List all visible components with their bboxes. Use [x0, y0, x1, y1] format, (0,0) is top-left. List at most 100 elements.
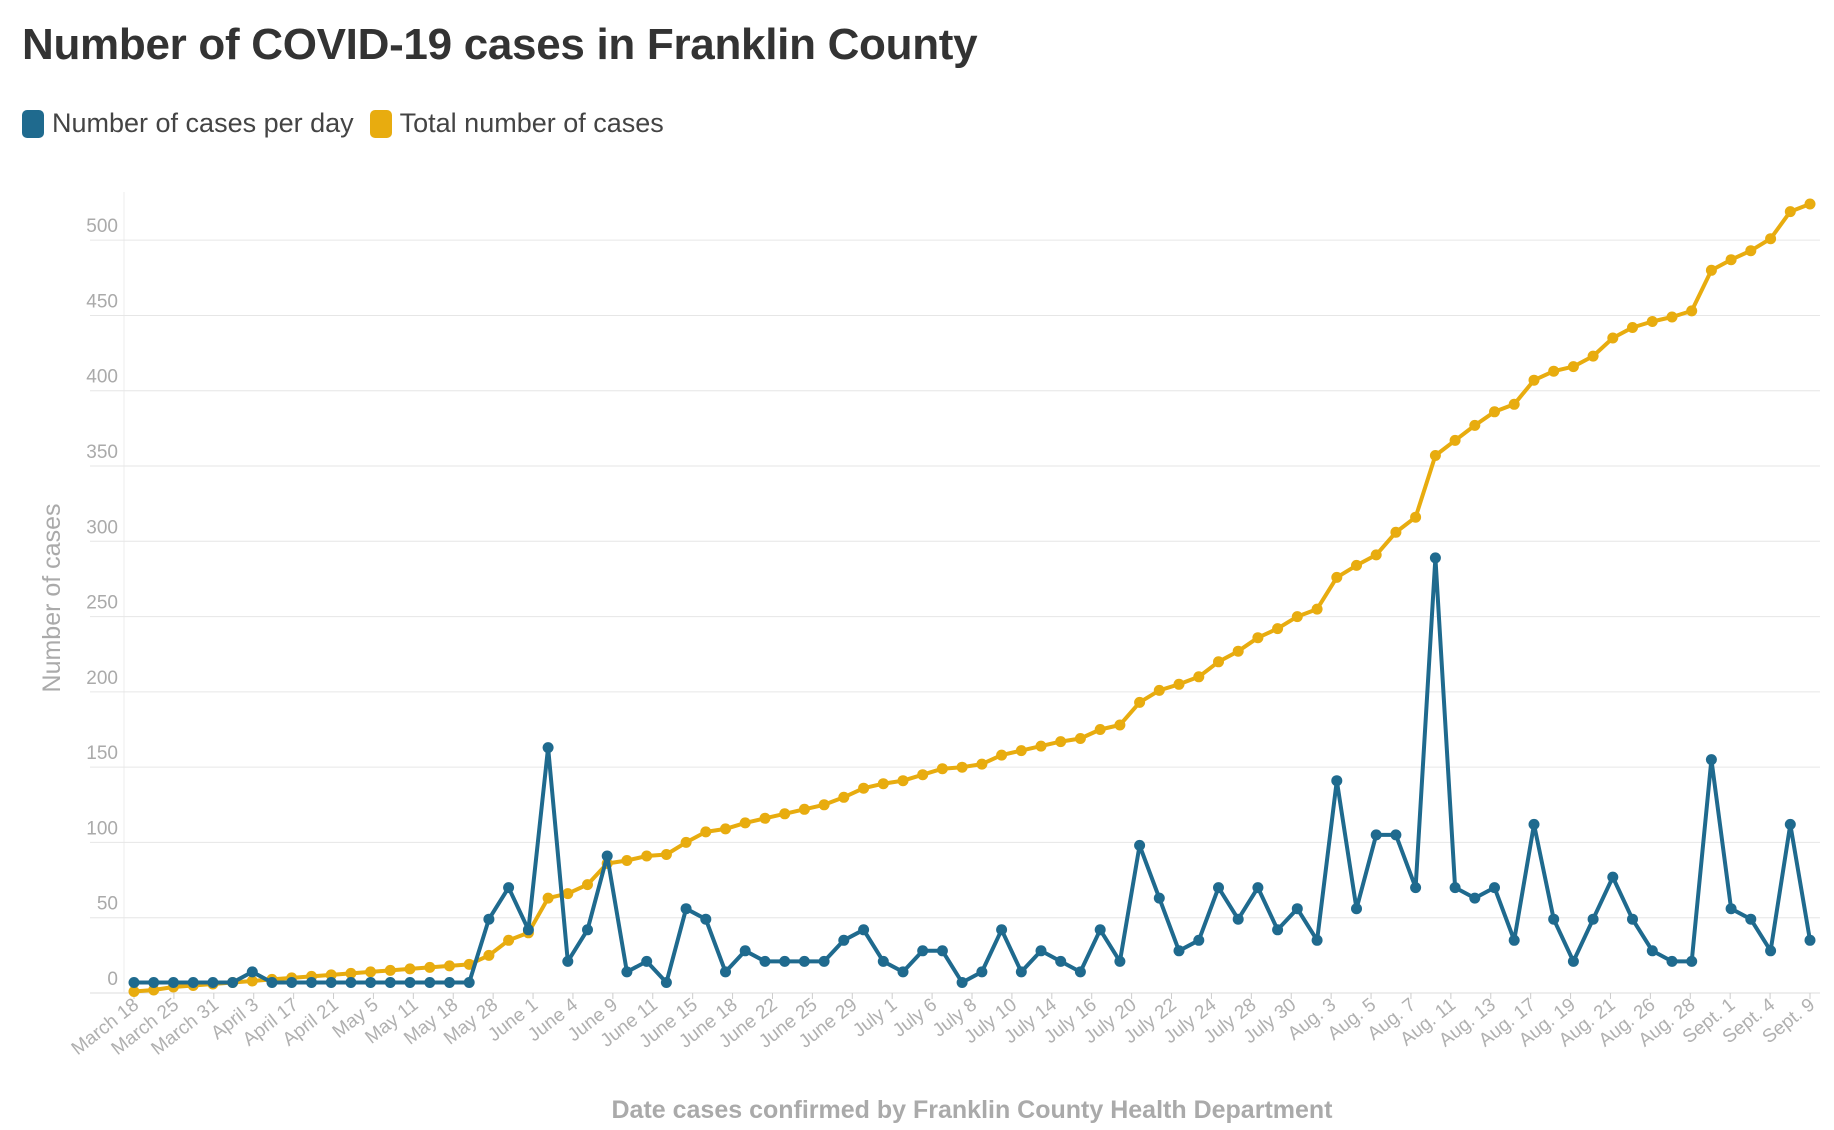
data-point-cases-per-day — [1508, 934, 1520, 946]
data-point-cases-per-day — [483, 913, 495, 925]
data-point-total-cases — [1429, 450, 1441, 461]
data-point-cases-per-day — [1528, 818, 1540, 830]
data-point-total-cases — [1390, 526, 1402, 538]
data-point-cases-per-day — [463, 977, 475, 988]
data-point-total-cases — [1272, 623, 1284, 635]
data-point-total-cases — [345, 967, 357, 979]
data-point-total-cases — [1804, 198, 1816, 210]
data-point-total-cases — [936, 763, 948, 775]
data-point-cases-per-day — [621, 966, 633, 978]
series-number-of-cases-per-day — [128, 552, 1816, 988]
data-point-total-cases — [1587, 350, 1599, 362]
legend-label-cases-per-day: Number of cases per day — [52, 108, 354, 138]
data-point-cases-per-day — [1252, 882, 1264, 894]
y-tick-label: 350 — [86, 442, 118, 463]
data-point-total-cases — [720, 823, 731, 835]
data-point-cases-per-day — [1666, 955, 1678, 967]
data-point-total-cases — [759, 812, 771, 824]
legend-item-cases-per-day[interactable]: Number of cases per day — [22, 108, 354, 139]
chart-title: Number of COVID-19 cases in Franklin Cou… — [22, 20, 978, 69]
data-point-total-cases — [1567, 361, 1579, 373]
data-point-total-cases — [700, 826, 712, 838]
data-point-cases-per-day — [1410, 882, 1422, 894]
data-point-cases-per-day — [365, 977, 377, 988]
gridlines — [90, 192, 1820, 994]
data-point-cases-per-day — [838, 934, 850, 946]
y-tick-label: 0 — [107, 969, 118, 990]
data-point-cases-per-day — [1232, 913, 1244, 925]
data-point-total-cases — [1370, 549, 1382, 561]
data-point-cases-per-day — [739, 945, 751, 957]
data-point-total-cases — [483, 949, 495, 961]
data-point-total-cases — [1784, 206, 1796, 218]
data-point-total-cases — [818, 799, 830, 811]
data-point-cases-per-day — [128, 977, 140, 988]
data-point-total-cases — [956, 761, 968, 773]
y-tick-label: 500 — [86, 216, 118, 237]
data-point-cases-per-day — [325, 977, 337, 988]
data-point-total-cases — [1291, 611, 1303, 623]
data-point-cases-per-day — [1686, 955, 1698, 967]
data-point-cases-per-day — [1015, 966, 1027, 978]
data-point-cases-per-day — [227, 977, 239, 988]
data-point-cases-per-day — [404, 977, 416, 988]
data-point-total-cases — [1508, 398, 1520, 410]
y-tick-label: 450 — [86, 291, 118, 312]
data-point-total-cases — [1252, 632, 1264, 644]
chart-legend: Number of cases per day Total number of … — [22, 108, 680, 139]
data-point-cases-per-day — [306, 977, 317, 988]
data-point-total-cases — [542, 892, 554, 904]
data-point-cases-per-day — [1784, 818, 1796, 830]
data-point-total-cases — [976, 758, 988, 770]
x-tick-label: July 6 — [889, 994, 941, 1041]
data-point-cases-per-day — [582, 924, 593, 936]
data-point-cases-per-day — [1193, 934, 1205, 946]
series-line-total-cases — [133, 202, 1811, 994]
data-point-cases-per-day — [187, 977, 199, 988]
y-tick-label: 50 — [97, 894, 118, 915]
data-point-total-cases — [897, 775, 909, 787]
data-point-total-cases — [1015, 745, 1027, 757]
data-point-cases-per-day — [1725, 903, 1737, 915]
data-point-cases-per-day — [1035, 945, 1047, 957]
data-point-cases-per-day — [286, 977, 298, 988]
data-point-cases-per-day — [1804, 934, 1816, 946]
data-point-total-cases — [1035, 740, 1047, 752]
data-point-cases-per-day — [1646, 945, 1658, 957]
data-point-cases-per-day — [1469, 892, 1481, 904]
data-point-total-cases — [562, 888, 574, 900]
data-point-total-cases — [1489, 406, 1500, 418]
data-point-total-cases — [503, 934, 515, 946]
data-point-total-cases — [917, 769, 929, 781]
data-point-cases-per-day — [1291, 903, 1303, 915]
data-point-total-cases — [1193, 671, 1205, 683]
data-point-cases-per-day — [266, 977, 278, 988]
data-point-cases-per-day — [503, 882, 515, 894]
data-point-cases-per-day — [1745, 913, 1757, 925]
data-point-cases-per-day — [1134, 839, 1146, 851]
data-point-cases-per-day — [1548, 913, 1560, 925]
data-point-total-cases — [246, 975, 258, 987]
data-point-cases-per-day — [956, 977, 968, 988]
data-point-total-cases — [739, 817, 751, 829]
data-point-cases-per-day — [167, 977, 179, 988]
data-point-cases-per-day — [1173, 945, 1185, 957]
legend-label-total-cases: Total number of cases — [399, 108, 664, 138]
data-point-cases-per-day — [680, 903, 692, 915]
legend-item-total-cases[interactable]: Total number of cases — [369, 108, 664, 139]
data-point-total-cases — [1449, 434, 1461, 446]
data-point-cases-per-day — [897, 966, 909, 978]
data-point-cases-per-day — [1705, 754, 1717, 766]
data-point-total-cases — [325, 969, 337, 981]
data-point-total-cases — [582, 879, 593, 891]
data-point-total-cases — [1331, 571, 1343, 583]
data-point-total-cases — [444, 960, 455, 972]
data-point-total-cases — [838, 791, 850, 803]
data-point-cases-per-day — [1331, 775, 1343, 787]
data-point-total-cases — [1055, 736, 1067, 748]
data-point-total-cases — [1153, 684, 1165, 696]
data-point-cases-per-day — [424, 977, 436, 988]
data-point-total-cases — [1114, 719, 1126, 731]
data-point-total-cases — [1232, 645, 1244, 657]
data-point-cases-per-day — [246, 966, 258, 978]
